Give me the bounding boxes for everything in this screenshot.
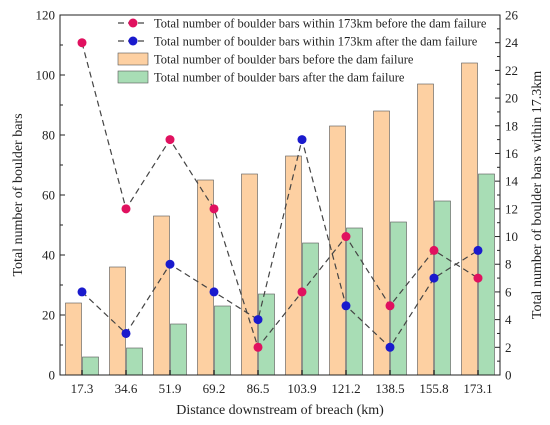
point-after-138.5 bbox=[385, 342, 395, 352]
x-tick-label-103.9: 103.9 bbox=[287, 381, 316, 396]
point-after-34.6 bbox=[121, 328, 131, 338]
y-axis-left-label: Total number of boulder bars bbox=[11, 113, 26, 276]
y-axis-right-label: Total number of boulder bars within 17.3… bbox=[530, 71, 545, 319]
point-before-17.3 bbox=[77, 38, 87, 48]
y-right-tick-label-10: 10 bbox=[505, 229, 518, 244]
x-tick-label-121.2: 121.2 bbox=[331, 381, 360, 396]
legend-swatch-bar-before bbox=[117, 52, 149, 66]
axes-layer: 0204060801001200246810121416182022242617… bbox=[36, 8, 519, 397]
legend: Total number of boulder bars within 173k… bbox=[117, 17, 487, 85]
y-right-tick-label-18: 18 bbox=[505, 118, 518, 133]
bar-before-138.5 bbox=[373, 110, 390, 376]
point-after-86.5 bbox=[253, 315, 263, 325]
point-before-138.5 bbox=[385, 301, 395, 311]
x-tick-label-51.9: 51.9 bbox=[159, 381, 182, 396]
bar-before-173.1 bbox=[461, 62, 478, 376]
bar-after-17.3 bbox=[82, 356, 99, 376]
bar-after-173.1 bbox=[478, 173, 495, 376]
plot-frame bbox=[59, 14, 501, 376]
line-before bbox=[81, 42, 479, 349]
bar-after-69.2 bbox=[214, 305, 231, 376]
point-before-103.9 bbox=[297, 287, 307, 297]
point-after-51.9 bbox=[165, 259, 175, 269]
bar-before-155.8 bbox=[417, 83, 434, 376]
legend-label-line-after: Total number of boulder bars within 173k… bbox=[154, 35, 478, 49]
legend-label-bar-before: Total number of boulder bars before the … bbox=[154, 53, 414, 67]
bar-before-103.9 bbox=[285, 155, 302, 376]
point-before-34.6 bbox=[121, 204, 131, 214]
y-left-tick-label-120: 120 bbox=[36, 8, 56, 23]
x-tick-label-69.2: 69.2 bbox=[203, 381, 226, 396]
bar-before-17.3 bbox=[65, 302, 82, 376]
y-left-tick-label-40: 40 bbox=[42, 248, 55, 263]
y-left-tick-label-80: 80 bbox=[42, 128, 55, 143]
bar-after-34.6 bbox=[126, 347, 143, 376]
legend-label-line-before: Total number of boulder bars within 173k… bbox=[154, 17, 487, 31]
bar-before-121.2 bbox=[329, 125, 346, 376]
y-right-tick-label-4: 4 bbox=[505, 312, 512, 327]
point-after-103.9 bbox=[297, 135, 307, 145]
point-after-121.2 bbox=[341, 301, 351, 311]
bar-after-121.2 bbox=[346, 227, 363, 376]
y-right-tick-label-2: 2 bbox=[505, 340, 512, 355]
x-tick-label-138.5: 138.5 bbox=[375, 381, 404, 396]
y-right-tick-label-6: 6 bbox=[505, 284, 512, 299]
point-before-155.8 bbox=[429, 245, 439, 255]
bar-after-51.9 bbox=[170, 323, 187, 376]
point-after-155.8 bbox=[429, 273, 439, 283]
point-after-173.1 bbox=[473, 245, 483, 255]
legend-label-bar-after: Total number of boulder bars after the d… bbox=[154, 71, 405, 85]
y-right-tick-label-8: 8 bbox=[505, 257, 512, 272]
y-right-tick-label-16: 16 bbox=[505, 146, 519, 161]
point-before-86.5 bbox=[253, 342, 263, 352]
x-tick-label-155.8: 155.8 bbox=[419, 381, 448, 396]
point-before-121.2 bbox=[341, 232, 351, 242]
point-after-17.3 bbox=[77, 287, 87, 297]
bar-before-34.6 bbox=[109, 266, 126, 376]
x-tick-label-34.6: 34.6 bbox=[115, 381, 138, 396]
y-right-tick-label-0: 0 bbox=[505, 368, 512, 383]
point-after-69.2 bbox=[209, 287, 219, 297]
y-right-tick-label-14: 14 bbox=[505, 174, 519, 189]
point-before-69.2 bbox=[209, 204, 219, 214]
y-left-tick-label-60: 60 bbox=[42, 188, 55, 203]
y-right-tick-label-26: 26 bbox=[505, 8, 519, 23]
y-left-tick-label-100: 100 bbox=[36, 68, 56, 83]
x-tick-label-173.1: 173.1 bbox=[463, 381, 492, 396]
bar-after-138.5 bbox=[390, 221, 407, 376]
y-left-tick-label-20: 20 bbox=[42, 308, 55, 323]
x-axis-label: Distance downstream of breach (km) bbox=[176, 403, 384, 418]
bar-after-155.8 bbox=[434, 200, 451, 376]
y-right-tick-label-12: 12 bbox=[505, 201, 518, 216]
bar-after-103.9 bbox=[302, 242, 319, 376]
line-after bbox=[81, 139, 479, 349]
y-right-tick-label-20: 20 bbox=[505, 91, 518, 106]
legend-marker-line-before bbox=[128, 18, 138, 28]
point-before-173.1 bbox=[473, 273, 483, 283]
point-before-51.9 bbox=[165, 135, 175, 145]
legend-marker-line-after bbox=[128, 36, 138, 46]
legend-swatch-bar-after bbox=[117, 70, 149, 84]
bar-before-51.9 bbox=[153, 215, 170, 376]
y-right-tick-label-22: 22 bbox=[505, 63, 518, 78]
x-tick-label-86.5: 86.5 bbox=[247, 381, 270, 396]
lines-layer bbox=[77, 38, 483, 352]
y-left-tick-label-0: 0 bbox=[49, 368, 56, 383]
y-right-tick-label-24: 24 bbox=[505, 35, 519, 50]
x-tick-label-17.3: 17.3 bbox=[71, 381, 94, 396]
bars-layer bbox=[65, 62, 495, 376]
